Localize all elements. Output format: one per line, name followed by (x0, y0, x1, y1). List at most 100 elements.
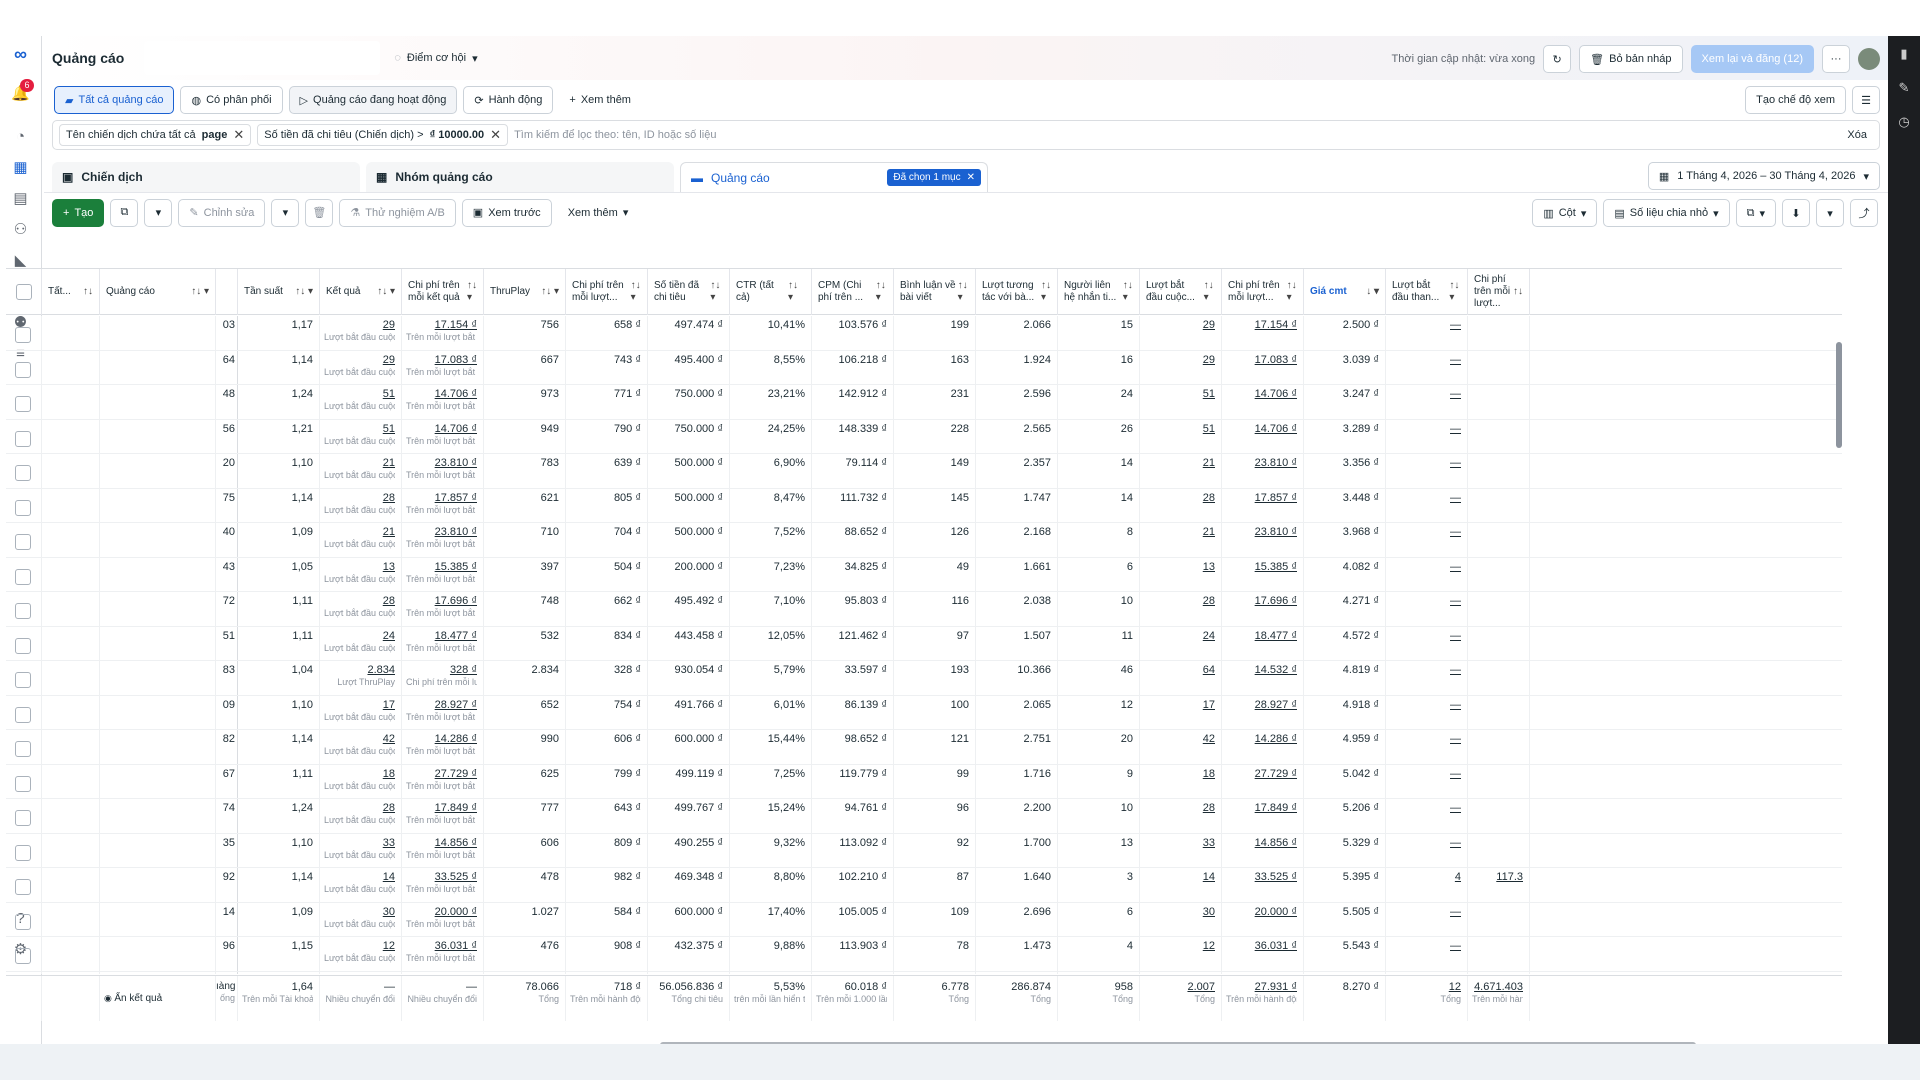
cell-value[interactable]: 33 (1202, 836, 1215, 849)
cell-value[interactable]: 14.856 ₫ (1254, 836, 1297, 849)
row-checkbox[interactable] (14, 603, 31, 619)
sort-icon[interactable]: ↑↓ (1513, 286, 1523, 297)
cell-value[interactable]: 15.385 ₫ (434, 560, 477, 573)
cell-value[interactable]: 29 (1202, 319, 1215, 331)
cell-value[interactable]: 33.525 ₫ (434, 871, 477, 883)
sort-icon[interactable]: ↑↓ ▾ (191, 286, 209, 297)
cell-value[interactable]: 17 (382, 698, 395, 711)
tab-adsets[interactable]: ▦ Nhóm quảng cáo (366, 162, 674, 192)
cell-value[interactable]: 14 (382, 871, 395, 883)
cell-value[interactable]: 117.3 (1496, 871, 1523, 883)
cell-value[interactable]: 23.810 ₫ (434, 457, 477, 469)
cell-value[interactable]: 20.000 ₫ (1254, 905, 1297, 918)
audiences-icon[interactable]: ⚇ (13, 221, 28, 238)
cell-value[interactable]: 12 (1202, 940, 1215, 952)
cell-value[interactable]: 28 (382, 802, 395, 814)
table-cell[interactable] (6, 937, 42, 971)
ab-test-button[interactable]: ⚗ Thử nghiệm A/B (339, 198, 456, 227)
row-checkbox[interactable] (14, 568, 31, 585)
row-checkbox[interactable] (14, 534, 31, 550)
cell-value[interactable]: 33 (382, 836, 395, 849)
cell-value[interactable]: 29 (382, 353, 395, 366)
cell-value[interactable]: 17.154 ₫ (434, 319, 477, 331)
view-settings-button[interactable]: ☰ (1852, 86, 1880, 114)
table-cell[interactable] (6, 488, 42, 522)
ads-manager-table-icon[interactable]: ▦ (13, 159, 28, 176)
cell-value[interactable]: 17.154 ₫ (1254, 319, 1297, 331)
cell-value[interactable]: 51 (1202, 422, 1215, 435)
sort-icon[interactable]: ↑↓ ▾ (630, 280, 641, 303)
refresh-button[interactable]: ↻ (1543, 45, 1572, 73)
table-cell[interactable] (6, 385, 42, 419)
create-view-button[interactable]: Tạo chế độ xem (1745, 86, 1846, 114)
cell-value[interactable]: 36.031 ₫ (434, 940, 477, 952)
cell-value[interactable]: 28 (382, 595, 395, 607)
column-header[interactable]: Bình luận về bài viết ↑↓ ▾ (894, 269, 976, 315)
cell-value[interactable]: — (1450, 802, 1461, 814)
campaigns-megaphone-icon[interactable]: ◣ (14, 252, 27, 269)
cell-value[interactable]: 14.706 ₫ (434, 388, 477, 400)
table-cell[interactable] (6, 316, 42, 350)
review-publish-button[interactable]: Xem lại và đăng (12) (1690, 45, 1814, 73)
column-header[interactable]: Lượt bắt đầu than... ↑↓ ▾ (1386, 269, 1468, 315)
column-header[interactable]: Tần suất ↑↓ ▾ (238, 269, 320, 315)
vertical-scrollbar[interactable] (1836, 342, 1842, 448)
cell-value[interactable]: 64 (1202, 664, 1215, 676)
table-cell[interactable] (6, 350, 42, 384)
cell-value[interactable]: 2.834 (367, 664, 395, 676)
row-checkbox[interactable] (14, 775, 31, 792)
row-checkbox[interactable] (14, 913, 31, 930)
cell-value[interactable]: 42 (1202, 733, 1215, 745)
reports-button[interactable]: ⧉ ▾ (1735, 199, 1776, 227)
cell-value[interactable]: 28.927 ₫ (434, 698, 477, 711)
columns-button[interactable]: ▥ Cột ▾ (1532, 199, 1598, 227)
row-checkbox[interactable] (14, 465, 31, 481)
cell-value[interactable]: 14 (1202, 871, 1215, 883)
select-all-checkbox[interactable] (15, 284, 32, 300)
cell-value[interactable]: 328 ₫ (449, 664, 477, 676)
row-checkbox[interactable] (14, 637, 31, 654)
table-cell[interactable] (6, 902, 42, 936)
column-header[interactable]: Chi phí trên mỗi lượt... ↑↓ ▾ (1222, 269, 1304, 315)
column-header[interactable]: CTR (tất cả) ↑↓ ▾ (730, 269, 812, 315)
column-header[interactable]: Số tiền đã chi tiêu ↑↓ ▾ (648, 269, 730, 315)
row-checkbox[interactable] (14, 430, 31, 447)
filter-chip-amount-spent[interactable]: Số tiền đã chi tiêu (Chiến dịch) > ₫ 100… (257, 124, 509, 146)
table-row[interactable]: 83 1,04 2.834 Lượt ThruPlay 328 ₫ Chi phí trê… (6, 661, 1842, 696)
avatar[interactable] (1858, 48, 1880, 70)
cell-value[interactable]: — (1450, 629, 1461, 642)
sort-icon[interactable]: ↑↓ ▾ (295, 286, 313, 297)
column-header[interactable]: CPM (Chi phí trên ... ↑↓ ▾ (812, 269, 894, 315)
row-checkbox[interactable] (14, 706, 31, 723)
table-cell[interactable] (6, 454, 42, 488)
cell-value[interactable]: — (1450, 595, 1461, 607)
export-dropdown[interactable]: ▾ (1816, 199, 1844, 227)
cell-value[interactable]: 17.849 ₫ (434, 802, 477, 814)
column-header[interactable]: Lượt tương tác với bà... ↑↓ ▾ (976, 269, 1058, 315)
table-cell[interactable] (6, 868, 42, 902)
cell-value[interactable]: 14.706 ₫ (1254, 388, 1297, 400)
cell-value[interactable]: 28.927 ₫ (1254, 698, 1297, 711)
cell-value[interactable]: 18 (382, 767, 395, 780)
select-all-checkbox-cell[interactable] (6, 269, 42, 315)
cell-value[interactable]: 21 (382, 457, 395, 469)
title-field[interactable] (144, 41, 381, 75)
cell-value[interactable]: 17 (1202, 698, 1215, 711)
cell-value[interactable]: — (1450, 767, 1461, 780)
cell-value[interactable]: — (1450, 905, 1461, 918)
delete-button[interactable]: 🗑 (305, 198, 334, 227)
column-header[interactable]: Kết quả ↑↓ ▾ (320, 269, 402, 315)
more-options-button[interactable]: ··· (1822, 45, 1850, 73)
table-cell[interactable] (6, 557, 42, 591)
row-checkbox[interactable] (14, 396, 31, 412)
edit-button[interactable]: ✎ Chỉnh sửa (178, 198, 266, 227)
table-cell[interactable] (6, 799, 42, 833)
cell-value[interactable]: 17.857 ₫ (1254, 491, 1297, 504)
